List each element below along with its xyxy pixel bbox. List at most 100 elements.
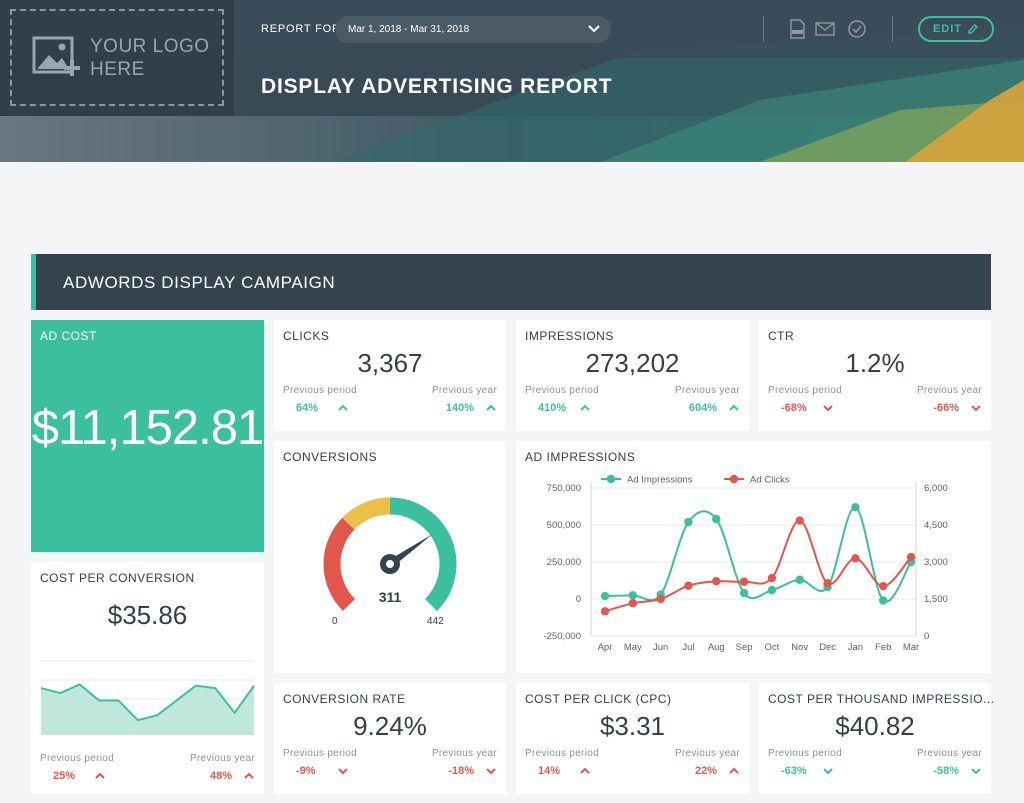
clicks-value: 3,367 xyxy=(357,348,423,378)
x-tick-label: Dec xyxy=(819,642,836,653)
previous-year-change: 22% xyxy=(694,765,717,777)
previous-year-label: Previous year xyxy=(916,385,982,396)
pdf-icon[interactable] xyxy=(787,19,807,39)
series-point-0 xyxy=(628,591,638,600)
previous-period-label: Previous period xyxy=(283,385,357,396)
header-divider xyxy=(892,16,893,42)
legend-label-0: Ad Impressions xyxy=(627,475,693,486)
spark-line xyxy=(41,683,255,722)
previous-year-change: -58% xyxy=(933,765,959,777)
x-tick-label: Feb xyxy=(875,642,891,653)
previous-year-label: Previous year xyxy=(674,385,740,396)
y-right-tick-label: 1,500 xyxy=(924,594,948,605)
series-point-1 xyxy=(600,607,610,616)
series-point-0 xyxy=(600,591,610,601)
previous-year-label: Previous year xyxy=(431,385,497,396)
previous-year-label: Previous year xyxy=(431,748,497,759)
x-tick-label: Jul xyxy=(682,642,694,653)
legend-marker-0 xyxy=(606,474,616,484)
previous-period-change: -63% xyxy=(781,765,807,777)
logo-text-line2: HERE xyxy=(90,58,145,80)
series-point-0 xyxy=(739,588,749,598)
y-right-tick-label: 3,000 xyxy=(924,557,948,568)
x-tick-label: Oct xyxy=(765,642,780,653)
arrow-down-icon xyxy=(823,768,833,774)
logo-placeholder[interactable]: YOUR LOGO HERE xyxy=(0,0,234,116)
header-divider xyxy=(763,16,764,42)
cpm-card: COST PER THOUSAND IMPRESSIO... $40.82 Pr… xyxy=(759,683,994,794)
previous-period-label: Previous period xyxy=(768,748,842,759)
previous-year-change: 604% xyxy=(688,402,717,414)
previous-year-change: 48% xyxy=(209,770,232,782)
arrow-up-icon xyxy=(244,772,254,779)
cpc-card: COST PER CLICK (CPC) $3.31 Previous peri… xyxy=(516,683,749,794)
edit-button[interactable]: EDIT xyxy=(918,16,994,42)
spark-area xyxy=(41,684,254,735)
logo-text-line1: YOUR LOGO xyxy=(90,35,210,57)
check-circle-icon[interactable] xyxy=(847,19,867,39)
x-tick-label: Apr xyxy=(598,642,613,653)
impressions-value: 273,202 xyxy=(585,348,680,378)
report-header: YOUR LOGO HERE REPORT FOR Mar 1, 2018 - … xyxy=(0,0,1024,162)
conversion-rate-value: 9.24% xyxy=(353,711,427,741)
arrow-up-icon xyxy=(580,767,590,774)
series-point-1 xyxy=(656,594,665,604)
arrow-up-icon xyxy=(580,404,590,411)
x-tick-label: Jun xyxy=(653,642,668,653)
series-point-1 xyxy=(851,554,860,563)
previous-year-change: -18% xyxy=(448,765,474,777)
report-for-label: REPORT FOR xyxy=(261,23,341,35)
gauge-value: 311 xyxy=(378,589,402,605)
y-right-tick-label: 4,500 xyxy=(924,520,948,531)
series-point-1 xyxy=(878,581,888,591)
series-point-0 xyxy=(851,503,860,512)
conversions-gauge xyxy=(323,497,457,612)
series-point-1 xyxy=(739,577,749,586)
x-tick-label: May xyxy=(624,642,642,653)
logo-dashed-frame[interactable]: YOUR LOGO HERE xyxy=(10,9,224,106)
arrow-up-icon xyxy=(729,404,739,411)
arrow-up-icon xyxy=(486,404,496,411)
date-range-select[interactable]: Mar 1, 2018 - Mar 31, 2018 xyxy=(335,16,611,43)
y-left-tick-label: 250,000 xyxy=(547,557,581,568)
previous-year-label: Previous year xyxy=(674,748,740,759)
gauge-max-label: 442 xyxy=(427,616,444,627)
y-left-tick-label: 750,000 xyxy=(547,483,581,494)
cpc-title: COST PER CLICK (CPC) xyxy=(525,692,672,706)
ad-impressions-card: AD IMPRESSIONS -250,000 0 250,000 500,000 75… xyxy=(516,441,991,673)
series-point-0 xyxy=(767,585,777,595)
arrow-up-icon xyxy=(729,767,739,774)
previous-year-change: -66% xyxy=(933,402,959,414)
x-tick-label: Nov xyxy=(791,642,808,653)
mail-icon[interactable] xyxy=(815,19,835,39)
ad-impressions-title: AD IMPRESSIONS xyxy=(525,450,636,464)
ad-impressions-chart: -250,000 0 250,000 500,000 750,000 0 1,500 3,00… xyxy=(543,474,948,654)
legend-label-1: Ad Clicks xyxy=(750,475,790,486)
edit-label: EDIT xyxy=(932,23,963,35)
cost-per-conversion-title: COST PER CONVERSION xyxy=(40,571,195,585)
arrow-up-icon xyxy=(95,772,105,779)
chevron-down-icon xyxy=(588,25,600,33)
series-point-0 xyxy=(712,514,721,524)
previous-period-change: 25% xyxy=(53,770,76,782)
y-left-tick-label: 0 xyxy=(576,594,581,605)
cpm-title: COST PER THOUSAND IMPRESSIO... xyxy=(768,692,995,706)
legend-marker-1 xyxy=(729,474,739,484)
series-point-1 xyxy=(628,598,638,608)
series-point-1 xyxy=(795,516,804,525)
conversion-rate-title: CONVERSION RATE xyxy=(283,692,406,706)
series-point-1 xyxy=(906,552,916,562)
series-point-0 xyxy=(878,596,888,605)
previous-period-label: Previous period xyxy=(283,748,357,759)
arrow-down-icon xyxy=(971,768,981,774)
conversions-title: CONVERSIONS xyxy=(283,450,378,464)
previous-year-label: Previous year xyxy=(189,753,255,764)
pencil-icon xyxy=(968,24,979,34)
series-point-1 xyxy=(767,573,777,583)
previous-period-change: 14% xyxy=(538,765,561,777)
section-title-bar: ADWORDS DISPLAY CAMPAIGN xyxy=(31,254,991,310)
gauge-needle xyxy=(387,534,433,568)
logo-text: YOUR LOGO HERE xyxy=(90,35,210,81)
arrow-down-icon xyxy=(486,768,496,774)
cost-per-conversion-card: COST PER CONVERSION $35.86 Previous peri… xyxy=(31,562,264,794)
